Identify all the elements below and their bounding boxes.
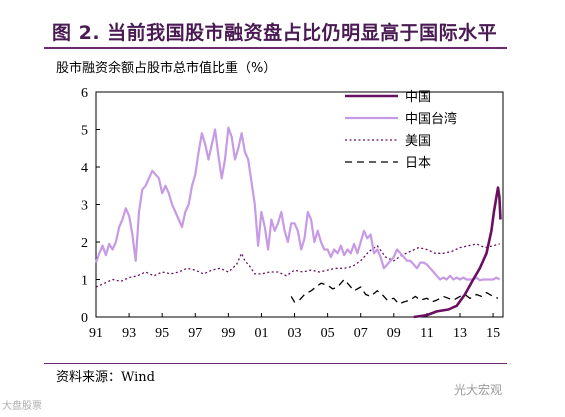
series-line-1 xyxy=(94,126,501,282)
x-tick-label: 05 xyxy=(321,326,335,341)
source-note: 资料来源：Wind xyxy=(56,366,155,385)
x-tick-label: 09 xyxy=(387,326,401,341)
x-tick-label: 13 xyxy=(453,326,467,341)
chart-title: 图 2. 当前我国股市融资盘占比仍明显高于国际水平 xyxy=(52,22,498,44)
x-tick-label: 97 xyxy=(188,326,202,341)
x-tick-label: 11 xyxy=(420,326,433,341)
x-tick-label: 01 xyxy=(254,326,268,341)
footer-divider xyxy=(44,363,507,364)
x-tick-label: 15 xyxy=(486,326,500,341)
source-label: 资料来源： xyxy=(56,370,122,385)
legend-label-2: 美国 xyxy=(405,134,431,149)
series-line-0 xyxy=(413,186,502,319)
x-tick-label: 93 xyxy=(122,326,136,341)
series-line-3 xyxy=(290,278,499,305)
legend-label-0: 中国 xyxy=(405,90,431,105)
y-tick-label: 5 xyxy=(81,124,88,139)
x-tick-label: 95 xyxy=(155,326,169,341)
x-tick-label: 91 xyxy=(89,326,103,341)
legend-label-1: 中国台湾 xyxy=(405,111,457,127)
legend-label-3: 日本 xyxy=(405,156,431,171)
y-axis-label: 股市融资余额占股市总市值比重（%） xyxy=(56,60,276,76)
watermark-wechat: 光大宏观 xyxy=(454,383,503,397)
x-tick-label: 99 xyxy=(221,326,235,341)
y-tick-label: 3 xyxy=(81,199,88,214)
watermark-left: 大盘股票 xyxy=(2,401,42,412)
title-divider xyxy=(44,47,507,49)
y-tick-label: 1 xyxy=(81,274,88,289)
x-tick-label: 03 xyxy=(288,326,302,341)
source-value: Wind xyxy=(121,370,156,385)
y-tick-label: 2 xyxy=(81,236,88,251)
y-tick-label: 0 xyxy=(81,311,88,326)
y-tick-label: 4 xyxy=(81,161,88,176)
y-tick-label: 6 xyxy=(81,86,88,101)
x-tick-label: 07 xyxy=(354,326,368,341)
series-line-2 xyxy=(95,243,500,288)
series-layer xyxy=(94,126,502,319)
